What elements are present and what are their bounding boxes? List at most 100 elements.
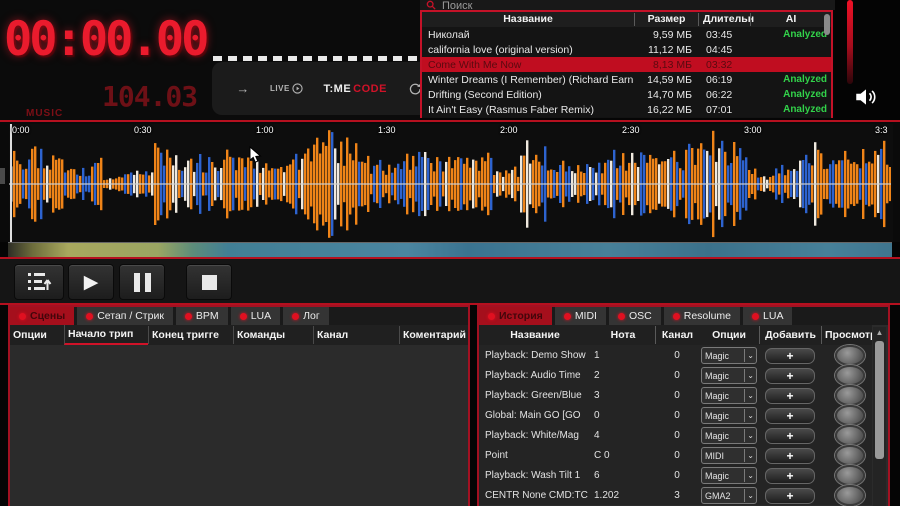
- import-cuelist-button[interactable]: [14, 264, 64, 300]
- column-header-trigger-start[interactable]: Начало трип: [64, 325, 148, 345]
- protocol-dropdown[interactable]: MIDI⌄: [701, 447, 757, 464]
- protocol-dropdown[interactable]: Magic⌄: [701, 467, 757, 484]
- cue-name: Playback: Green/Blue: [479, 390, 591, 401]
- cue-channel: 0: [655, 390, 699, 401]
- column-header-name[interactable]: Название: [479, 326, 591, 344]
- preview-button[interactable]: [835, 405, 865, 426]
- play-button[interactable]: ▶: [68, 264, 114, 300]
- table-row[interactable]: california love (original version) 11,12…: [422, 42, 831, 57]
- protocol-dropdown[interactable]: GMA2⌄: [701, 487, 757, 504]
- column-header-add[interactable]: Добавить: [759, 326, 821, 344]
- chevron-down-icon: ⌄: [744, 369, 756, 382]
- chevron-down-icon: ⌄: [744, 389, 756, 402]
- preview-button[interactable]: [835, 465, 865, 486]
- protocol-dropdown[interactable]: Magic⌄: [701, 407, 757, 424]
- tab-midi[interactable]: MIDI: [555, 307, 606, 325]
- history-row[interactable]: Global: Main GO [GO 0 0 Magic⌄ +: [479, 405, 872, 425]
- cue-name: Playback: White/Mag: [479, 430, 591, 441]
- table-row-selected[interactable]: Come With Me Now 8,13 МБ 03:32: [422, 57, 831, 72]
- add-button[interactable]: +: [765, 348, 815, 364]
- history-row[interactable]: Playback: Green/Blue 3 0 Magic⌄ +: [479, 385, 872, 405]
- tab-sceny[interactable]: Сцены: [10, 307, 74, 325]
- protocol-dropdown[interactable]: Magic⌄: [701, 347, 757, 364]
- arrow-right-icon[interactable]: →: [236, 81, 249, 96]
- history-row[interactable]: Playback: White/Mag 4 0 Magic⌄ +: [479, 425, 872, 445]
- waveform[interactable]: 0:000:301:001:302:002:303:003:3: [9, 124, 893, 242]
- tab-lua[interactable]: LUA: [231, 307, 280, 325]
- track-ai-status: Analyzed: [750, 89, 831, 100]
- speaker-icon[interactable]: [853, 84, 879, 110]
- history-row[interactable]: Playback: Wash Tilt 1 6 0 Magic⌄ +: [479, 465, 872, 485]
- tab-setup-strik[interactable]: Сетап / Стрик: [77, 307, 173, 325]
- column-header-size[interactable]: Размер: [634, 13, 698, 26]
- table-row[interactable]: Winter Dreams (I Remember) (Richard Earn…: [422, 72, 831, 87]
- tab-osc[interactable]: OSC: [609, 307, 661, 325]
- timecode-mode-button[interactable]: T:MECODE: [324, 83, 387, 95]
- preview-button[interactable]: [835, 385, 865, 406]
- playlist-search-bar[interactable]: Поиск: [420, 0, 841, 10]
- history-row[interactable]: CENTR None CMD:TC 1.202 3 GMA2⌄ +: [479, 485, 872, 505]
- tab-history[interactable]: История: [479, 307, 552, 325]
- column-header-note[interactable]: Нота: [591, 326, 655, 344]
- cue-channel: 0: [655, 450, 699, 461]
- tab-lua2[interactable]: LUA: [743, 307, 792, 325]
- preview-button[interactable]: [835, 485, 865, 506]
- scrollbar-thumb[interactable]: [875, 341, 884, 459]
- history-row[interactable]: Point C 0 0 MIDI⌄ +: [479, 445, 872, 465]
- history-row[interactable]: Playback: Demo Show 1 0 Magic⌄ +: [479, 345, 872, 365]
- preview-button[interactable]: [835, 365, 865, 386]
- add-button[interactable]: +: [765, 408, 815, 424]
- live-mode-button[interactable]: LIVE: [270, 83, 303, 94]
- column-header-channel[interactable]: Канал: [313, 326, 399, 344]
- history-scrollbar[interactable]: ▲: [873, 327, 886, 506]
- playhead-cursor[interactable]: [10, 124, 12, 242]
- column-header-options[interactable]: Опции: [10, 326, 64, 344]
- protocol-dropdown[interactable]: Magic⌄: [701, 427, 757, 444]
- volume-fader[interactable]: [847, 0, 853, 84]
- playlist-scrollbar[interactable]: [824, 14, 830, 35]
- add-button[interactable]: +: [765, 488, 815, 504]
- table-row[interactable]: It Ain't Easy (Rasmus Faber Remix) 16,22…: [422, 102, 831, 117]
- add-button[interactable]: +: [765, 368, 815, 384]
- tab-label: Сетап / Стрик: [97, 310, 164, 322]
- cue-channel: 0: [655, 370, 699, 381]
- column-header-name[interactable]: Название: [422, 13, 634, 26]
- table-row[interactable]: Николай 9,59 МБ 03:45 Analyzed: [422, 27, 831, 42]
- column-header-ai[interactable]: AI: [750, 13, 831, 26]
- play-icon: ▶: [84, 273, 99, 292]
- tab-dot-icon: [564, 313, 571, 320]
- column-header-options[interactable]: Опции: [699, 326, 759, 344]
- column-header-trigger-end[interactable]: Конец тригге: [148, 326, 233, 344]
- protocol-value: Magic: [702, 351, 744, 361]
- add-button[interactable]: +: [765, 448, 815, 464]
- column-header-duration[interactable]: Длительн: [698, 13, 750, 26]
- tab-dot-icon: [673, 313, 680, 320]
- cue-channel: 0: [655, 430, 699, 441]
- add-button[interactable]: +: [765, 428, 815, 444]
- tab-resolume[interactable]: Resolume: [664, 307, 740, 325]
- preview-button[interactable]: [835, 425, 865, 446]
- import-cuelist-icon: [26, 270, 52, 294]
- waveform-minimap[interactable]: [8, 242, 892, 258]
- stop-button[interactable]: [186, 264, 232, 300]
- tab-bpm[interactable]: BPM: [176, 307, 228, 325]
- cue-note: 1.202: [591, 490, 655, 501]
- column-header-commands[interactable]: Команды: [233, 326, 313, 344]
- column-header-channel[interactable]: Канал: [655, 326, 699, 344]
- column-header-comment[interactable]: Коментарий: [399, 326, 468, 344]
- preview-button[interactable]: [835, 345, 865, 366]
- tab-dot-icon: [185, 313, 192, 320]
- waveform-svg: [9, 127, 891, 241]
- protocol-dropdown[interactable]: Magic⌄: [701, 387, 757, 404]
- history-row[interactable]: Playback: Audio Time 2 0 Magic⌄ +: [479, 365, 872, 385]
- protocol-dropdown[interactable]: Magic⌄: [701, 367, 757, 384]
- tab-log[interactable]: Лог: [283, 307, 329, 325]
- mouse-cursor: [249, 146, 263, 164]
- preview-button[interactable]: [835, 445, 865, 466]
- add-button[interactable]: +: [765, 468, 815, 484]
- table-row[interactable]: Drifting (Second Edition) 14,70 МБ 06:22…: [422, 87, 831, 102]
- column-header-preview[interactable]: Просмотр: [821, 326, 872, 344]
- add-button[interactable]: +: [765, 388, 815, 404]
- pause-button[interactable]: [119, 264, 165, 300]
- tab-dot-icon: [752, 313, 759, 320]
